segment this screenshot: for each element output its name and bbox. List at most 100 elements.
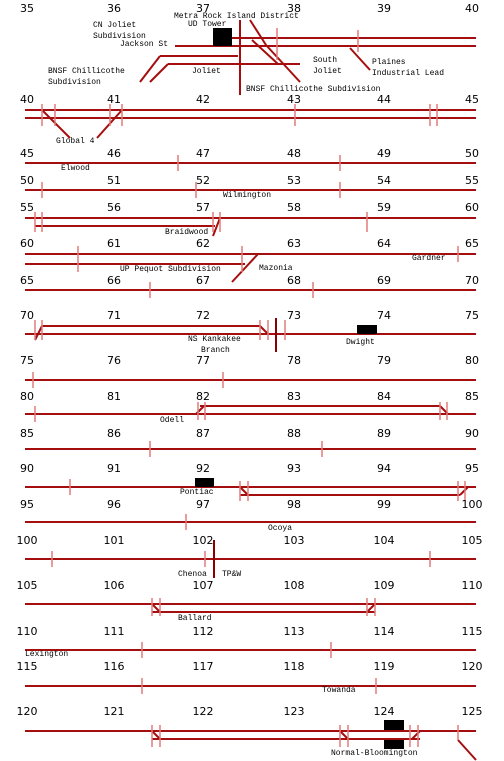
mile-number: 44 <box>377 93 391 106</box>
station-label: Metra Rock Island District <box>174 12 299 21</box>
mile-number: 102 <box>193 534 214 547</box>
mile-number: 40 <box>20 93 34 106</box>
mile-number: 39 <box>377 2 391 15</box>
station-label: Jackson St <box>120 40 168 49</box>
mile-number: 94 <box>377 462 391 475</box>
track <box>339 730 349 740</box>
station-label: Ocoya <box>268 524 292 533</box>
mile-number: 61 <box>107 237 121 250</box>
track <box>457 739 477 761</box>
mile-number: 52 <box>196 174 210 187</box>
mile-number: 58 <box>287 201 301 214</box>
station-label: Branch <box>201 346 230 355</box>
mile-number: 64 <box>377 237 391 250</box>
mile-number: 62 <box>196 237 210 250</box>
station-label: UP Pequot Subdivision <box>120 265 221 274</box>
mile-number: 120 <box>17 705 38 718</box>
mile-number: 43 <box>287 93 301 106</box>
station-block <box>195 478 214 487</box>
track <box>231 253 259 283</box>
mile-number: 50 <box>465 147 479 160</box>
mile-number: 93 <box>287 462 301 475</box>
mile-number: 117 <box>193 660 214 673</box>
mile-number: 74 <box>377 309 391 322</box>
station-label: Subdivision <box>48 78 101 87</box>
station-label: UD Tower <box>188 20 227 29</box>
mile-number: 120 <box>462 660 483 673</box>
track <box>249 19 267 46</box>
mile-number: 53 <box>287 174 301 187</box>
mile-number: 47 <box>196 147 210 160</box>
mile-number: 69 <box>377 274 391 287</box>
station-label: Joliet <box>313 67 342 76</box>
track <box>251 39 279 65</box>
mile-number: 85 <box>465 390 479 403</box>
mile-number: 55 <box>20 201 34 214</box>
station-label: Subdivision <box>93 32 146 41</box>
mile-number: 88 <box>287 427 301 440</box>
mile-number: 115 <box>17 660 38 673</box>
station-label: CN Joliet <box>93 21 136 30</box>
mile-number: 71 <box>107 309 121 322</box>
mile-number: 106 <box>104 579 125 592</box>
mile-number: 96 <box>107 498 121 511</box>
mile-number: 125 <box>462 705 483 718</box>
mile-number: 45 <box>465 93 479 106</box>
mile-number: 65 <box>465 237 479 250</box>
mile-number: 76 <box>107 354 121 367</box>
mile-number: 108 <box>284 579 305 592</box>
station-label: Plaines <box>372 58 406 67</box>
track <box>259 325 269 335</box>
mile-number: 57 <box>196 201 210 214</box>
mile-number: 38 <box>287 2 301 15</box>
station-label: Wilmington <box>223 191 271 200</box>
mile-number: 80 <box>20 390 34 403</box>
mile-number: 119 <box>374 660 395 673</box>
mile-number: 50 <box>20 174 34 187</box>
mile-number: 46 <box>107 147 121 160</box>
mile-number: 105 <box>462 534 483 547</box>
track <box>195 405 205 415</box>
mile-number: 99 <box>377 498 391 511</box>
mile-number: 118 <box>284 660 305 673</box>
track <box>151 603 161 613</box>
mile-number: 101 <box>104 534 125 547</box>
mile-number: 85 <box>20 427 34 440</box>
mile-number: 56 <box>107 201 121 214</box>
mile-number: 116 <box>104 660 125 673</box>
mile-number: 122 <box>193 705 214 718</box>
mile-number: 115 <box>462 625 483 638</box>
mile-number: 65 <box>20 274 34 287</box>
station-label: Towanda <box>322 686 356 695</box>
mile-number: 51 <box>107 174 121 187</box>
mile-number: 41 <box>107 93 121 106</box>
mile-number: 109 <box>374 579 395 592</box>
mile-number: 89 <box>377 427 391 440</box>
station-label: Chenoa <box>178 570 207 579</box>
mile-number: 48 <box>287 147 301 160</box>
station-label: Ballard <box>178 614 212 623</box>
mile-number: 79 <box>377 354 391 367</box>
mile-number: 103 <box>284 534 305 547</box>
mile-number: 124 <box>374 705 395 718</box>
mile-number: 72 <box>196 309 210 322</box>
station-label: Pontiac <box>180 488 214 497</box>
mile-number: 105 <box>17 579 38 592</box>
station-label: Lexington <box>25 650 68 659</box>
mile-number: 110 <box>462 579 483 592</box>
track <box>411 730 421 740</box>
mile-number: 40 <box>465 2 479 15</box>
track <box>149 63 169 83</box>
mile-number: 73 <box>287 309 301 322</box>
station-label: Braidwood <box>165 228 208 237</box>
track <box>139 55 161 83</box>
mile-number: 82 <box>196 390 210 403</box>
mile-number: 70 <box>20 309 34 322</box>
track <box>212 217 221 237</box>
mile-number: 95 <box>20 498 34 511</box>
mile-number: 66 <box>107 274 121 287</box>
mile-number: 45 <box>20 147 34 160</box>
track <box>265 44 301 83</box>
station-block <box>384 740 404 749</box>
